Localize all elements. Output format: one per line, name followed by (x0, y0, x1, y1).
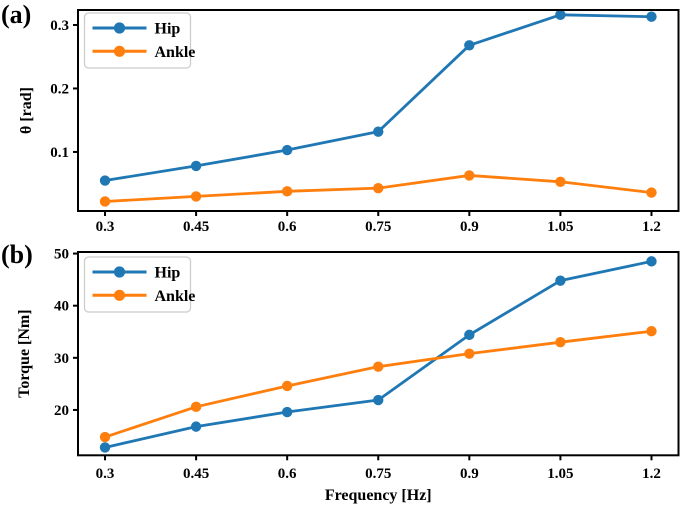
x-tick-label: 1.05 (547, 466, 573, 482)
hip-marker (646, 256, 657, 267)
axes-frame (77, 251, 680, 457)
hip-marker (281, 406, 293, 418)
x-tick-label: 0.3 (96, 219, 115, 235)
x-tick-label: 0.45 (183, 466, 209, 482)
legend-item-ankle: Ankle (92, 44, 196, 61)
y-tick-label: 20 (54, 403, 69, 419)
hip-marker (190, 160, 202, 172)
ankle-marker (646, 326, 657, 337)
x-tick-label: 0.75 (365, 219, 391, 235)
ankle-marker (99, 431, 111, 443)
legend-item-ankle: Ankle (92, 288, 196, 305)
hip-marker (99, 175, 111, 186)
hip-marker (464, 329, 475, 341)
ankle-marker (464, 170, 475, 181)
x-tick-label: 1.2 (642, 466, 661, 482)
hip-marker (555, 275, 566, 286)
ankle-marker (646, 187, 657, 198)
legend-item-hip: Hip (92, 21, 181, 38)
y-tick-label: 0.3 (50, 18, 69, 34)
hip-marker (99, 442, 111, 453)
ankle-legend-label: Ankle (155, 288, 196, 305)
x-tick-label: 0.75 (365, 466, 391, 482)
hip-marker (464, 40, 475, 51)
ankle-marker (555, 336, 566, 348)
panel-a-label: (a) (1, 0, 32, 29)
y-axis-title: Torque [Nm] (16, 309, 33, 397)
y-tick-label: 40 (54, 299, 69, 315)
x-tick-label: 0.6 (278, 466, 297, 482)
x-tick-label: 0.45 (183, 219, 209, 235)
y-axis-title: θ [rad] (18, 87, 35, 134)
hip-marker (646, 11, 657, 22)
x-tick-label: 1.2 (642, 219, 661, 235)
panel-b-chart: 0.3 0.45 0.6 0.75 0.9 1.05 1.2 20 30 40 50 Torque [… (16, 247, 680, 504)
ankle-marker (555, 176, 566, 187)
ankle-marker (281, 186, 293, 197)
hip-marker (190, 421, 202, 432)
hip-legend-label: Hip (155, 265, 181, 282)
ankle-marker (190, 401, 202, 413)
ankle-marker (373, 182, 384, 194)
x-tick-label: 1.05 (547, 219, 573, 235)
ankle-marker (373, 361, 384, 372)
hip-marker (555, 9, 566, 21)
y-tick-label: 0.1 (50, 145, 69, 161)
x-tick-label: 0.9 (460, 466, 479, 482)
ankle-legend-marker (113, 45, 126, 57)
ankle-marker (190, 191, 202, 202)
ankle-legend-marker (113, 289, 126, 301)
ankle-line (103, 329, 653, 439)
panel-a-chart: 0.3 0.45 0.6 0.75 0.9 1.05 1.2 0.1 0.2 0.3 θ [rad]… (18, 9, 680, 235)
ankle-marker (281, 380, 293, 392)
hip-marker (373, 394, 384, 406)
legend: Hip Ankle (83, 12, 196, 69)
hip-legend-marker (113, 22, 126, 34)
y-tick-label: 0.2 (50, 81, 69, 97)
x-tick-label: 0.3 (96, 466, 115, 482)
legend-item-hip: Hip (92, 265, 181, 282)
ankle-legend-label: Ankle (155, 44, 196, 61)
ankle-marker (464, 348, 475, 359)
hip-marker (281, 144, 293, 156)
x-tick-label: 0.9 (460, 219, 479, 235)
hip-legend-label: Hip (155, 21, 181, 38)
y-tick-label: 50 (54, 247, 69, 263)
hip-legend-marker (113, 266, 126, 278)
y-tick-label: 30 (54, 351, 69, 367)
x-axis-title: Frequency [Hz] (325, 487, 432, 504)
x-tick-label: 0.6 (278, 219, 297, 235)
legend: Hip Ankle (83, 256, 196, 313)
panel-b-label: (b) (1, 240, 33, 269)
ankle-marker (99, 196, 111, 207)
hip-marker (373, 126, 384, 137)
